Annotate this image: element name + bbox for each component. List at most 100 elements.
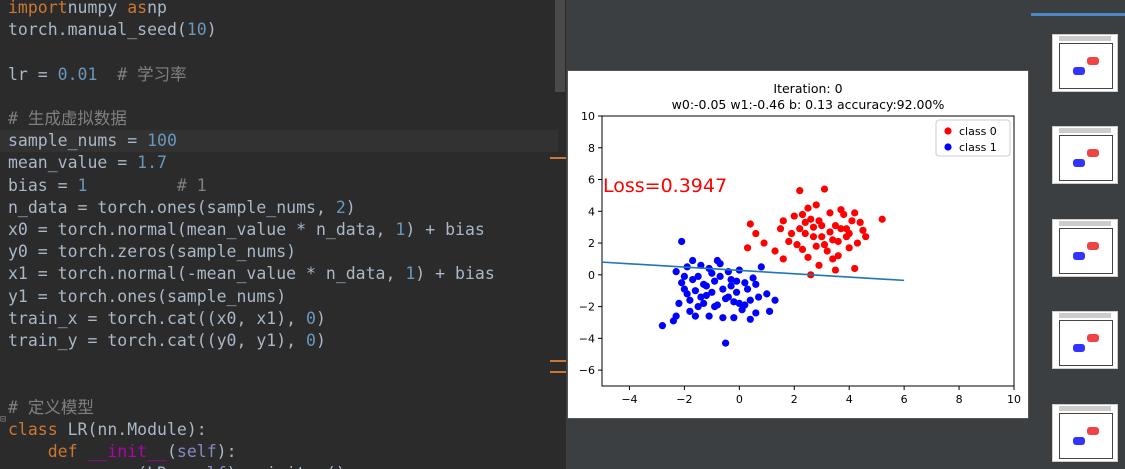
data-point-class-0 <box>853 239 862 247</box>
plot-thumbnail[interactable] <box>1052 219 1118 277</box>
code-token: class <box>8 419 68 439</box>
editor-scrollbar[interactable] <box>555 0 565 92</box>
code-token: 1 <box>405 264 416 284</box>
x-tick-label: 2 <box>791 393 798 406</box>
thumbnail-title <box>1059 36 1111 41</box>
scroll-marker <box>550 157 566 159</box>
code-line[interactable]: n_data = torch.ones(sample_nums, 2) <box>8 197 356 219</box>
data-point-class-1 <box>732 288 741 296</box>
data-point-class-0 <box>834 237 842 246</box>
legend-box <box>935 119 1011 157</box>
data-point-class-1 <box>705 312 713 320</box>
data-point-class-1 <box>691 312 699 320</box>
data-point-class-0 <box>878 215 886 223</box>
data-point-class-0 <box>851 264 859 273</box>
data-point-class-1 <box>694 302 702 311</box>
data-point-class-1 <box>741 301 749 309</box>
code-line[interactable]: torch.manual_seed(10) <box>8 19 217 41</box>
data-point-class-0 <box>837 225 845 233</box>
data-point-class-0 <box>831 221 840 230</box>
code-token: ) + bias <box>405 220 485 239</box>
data-point-class-0 <box>801 229 809 238</box>
data-point-class-0 <box>834 252 842 260</box>
code-line[interactable]: mean_value = 1.7 <box>8 152 167 174</box>
data-point-class-1 <box>689 256 697 265</box>
code-token: ).__init__() <box>227 464 346 469</box>
code-line[interactable]: class LR(nn.Module): <box>8 419 207 441</box>
data-point-class-1 <box>680 272 688 281</box>
plot-thumbnail[interactable] <box>1052 34 1118 92</box>
code-token: x1 = torch.normal(-mean_value * n_data, <box>8 264 406 284</box>
code-line[interactable]: x0 = torch.normal(mean_value * n_data, 1… <box>8 219 485 241</box>
thumbnail-title <box>1059 406 1111 411</box>
y-tick-label: 2 <box>588 237 595 250</box>
code-line[interactable]: y1 = torch.ones(sample_nums) <box>8 286 286 308</box>
y-tick-label: 4 <box>588 205 595 218</box>
data-point-class-0 <box>815 217 823 225</box>
thumbnail-title <box>1059 128 1111 133</box>
code-line[interactable]: bias = 1 # 1 <box>8 175 207 197</box>
code-token: numpy <box>67 0 128 17</box>
plot-thumbnail[interactable] <box>1052 404 1118 462</box>
active-tab-indicator <box>1031 13 1125 16</box>
thumbnail-class0-cluster <box>1087 57 1099 65</box>
data-point-class-1 <box>724 293 732 301</box>
y-tick-label: 8 <box>588 142 595 155</box>
code-editor[interactable]: importnumpy asnp torch.manual_seed(10)lr … <box>0 0 558 469</box>
data-point-class-1 <box>694 272 702 281</box>
code-line[interactable]: super(LR, self).__init__() <box>8 463 346 469</box>
loss-annotation: Loss=0.3947 <box>603 175 727 197</box>
x-tick-label: 4 <box>846 393 853 406</box>
code-line[interactable]: train_x = torch.cat((x0, x1), 0) <box>8 308 326 330</box>
code-line[interactable]: y0 = torch.zeros(sample_nums) <box>8 241 296 263</box>
data-point-class-1 <box>763 290 771 298</box>
data-point-class-1 <box>746 315 754 323</box>
code-line[interactable]: sample_nums = 100 <box>0 130 558 153</box>
data-point-class-1 <box>678 237 686 246</box>
code-token: np <box>147 0 167 17</box>
code-line[interactable]: # 定义模型 <box>8 397 94 419</box>
plot-thumbnail[interactable] <box>1052 311 1118 369</box>
legend-label: class 0 <box>959 125 997 138</box>
plot-thumbnail[interactable] <box>1052 126 1118 184</box>
code-line[interactable]: lr = 0.01 # 学习率 <box>8 64 187 86</box>
x-tick-label: −4 <box>621 393 637 406</box>
code-token: sample_nums = <box>8 131 148 151</box>
data-point-class-1 <box>700 299 708 308</box>
data-point-class-0 <box>760 239 768 247</box>
data-point-class-0 <box>801 218 809 227</box>
y-tick-label: 0 <box>588 269 595 282</box>
data-point-class-0 <box>831 266 840 274</box>
fold-marker-icon[interactable]: ⊟ <box>0 414 7 425</box>
code-token: 0 <box>306 331 316 350</box>
data-point-class-0 <box>804 204 812 212</box>
data-point-class-0 <box>746 220 754 228</box>
data-point-class-1 <box>752 280 760 288</box>
code-token: torch.manual_seed( <box>8 20 187 40</box>
y-tick-label: 10 <box>581 110 595 123</box>
thumbnail-class1-cluster <box>1073 252 1085 260</box>
x-tick-label: 10 <box>1007 393 1021 406</box>
y-tick-label: −4 <box>579 332 595 345</box>
code-line[interactable]: x1 = torch.normal(-mean_value * n_data, … <box>8 263 495 285</box>
data-point-class-1 <box>691 287 699 295</box>
code-token: 10 <box>186 20 207 40</box>
data-point-class-0 <box>826 228 834 236</box>
legend-marker <box>944 127 952 135</box>
data-point-class-0 <box>790 212 798 220</box>
code-token: super(LR, <box>8 464 187 469</box>
data-point-class-1 <box>708 288 716 296</box>
plot-subtitle: w0:-0.05 w1:-0.46 b: 0.13 accuracy:92.00… <box>672 97 945 112</box>
data-point-class-1 <box>702 282 710 290</box>
data-point-class-0 <box>829 255 837 263</box>
data-point-class-0 <box>845 229 853 238</box>
code-token: 1 <box>395 220 406 239</box>
thumbnail-class1-cluster <box>1073 159 1085 167</box>
data-point-class-0 <box>823 247 831 255</box>
code-line[interactable]: def __init__(self): <box>8 441 237 463</box>
code-line[interactable]: train_y = torch.cat((y0, y1), 0) <box>8 330 326 352</box>
data-point-class-0 <box>771 247 779 255</box>
code-line[interactable]: importnumpy asnp <box>8 0 167 19</box>
code-line[interactable]: # 生成虚拟数据 <box>8 108 127 130</box>
thumbnail-axes <box>1059 135 1113 181</box>
